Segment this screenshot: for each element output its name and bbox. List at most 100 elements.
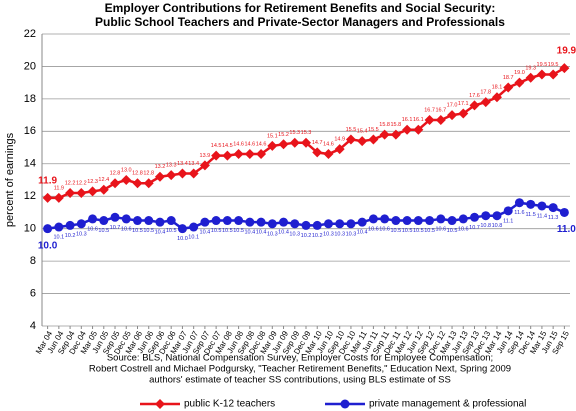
data-label: 13.4: [177, 161, 188, 167]
y-tick-label: 8: [30, 255, 36, 267]
data-label: 10.4: [357, 230, 368, 236]
marker: [211, 216, 221, 226]
source: Source: BLS, National Compensation Surve…: [107, 353, 493, 364]
data-label: 10.6: [458, 226, 469, 232]
data-label: 16.7: [424, 107, 435, 113]
marker: [42, 192, 53, 203]
data-label: 19.5: [548, 62, 559, 68]
data-label: 10.6: [87, 226, 98, 232]
data-label: 10.6: [368, 226, 379, 232]
data-label: 16.1: [402, 117, 413, 123]
data-label: 15.1: [267, 133, 278, 139]
marker: [436, 214, 446, 224]
marker: [435, 114, 446, 125]
marker: [458, 108, 469, 119]
marker: [503, 206, 513, 216]
data-label: 10.3: [76, 231, 87, 237]
marker: [244, 149, 255, 160]
marker: [199, 160, 210, 171]
data-label: 19.0: [514, 70, 525, 76]
data-label: 14.6: [233, 141, 244, 147]
data-label: 10.4: [155, 230, 166, 236]
marker: [98, 184, 109, 195]
data-label: 10.6: [379, 226, 390, 232]
data-label: 11.3: [548, 215, 558, 221]
data-label: 15.4: [357, 129, 368, 135]
marker: [211, 150, 222, 161]
marker: [323, 219, 333, 229]
data-label: 10.6: [435, 226, 446, 232]
data-label: 10.4: [256, 230, 267, 236]
y-tick-label: 20: [24, 60, 36, 72]
marker: [525, 72, 536, 83]
data-label: 13.3: [166, 163, 177, 169]
data-label: 10.3: [289, 231, 300, 237]
data-label: 19.3: [525, 65, 536, 71]
data-label: 13.4: [188, 161, 199, 167]
y-tick-label: 4: [30, 320, 36, 332]
source: authors' estimate of teacher SS contribu…: [149, 375, 451, 386]
marker: [256, 217, 266, 227]
data-label: 10.3: [334, 231, 345, 237]
data-label: 12.8: [132, 171, 143, 177]
data-label: 15.5: [368, 127, 379, 133]
marker: [177, 224, 187, 234]
marker: [290, 219, 300, 229]
data-label: 12.2: [65, 180, 76, 186]
data-label: 15.3: [289, 130, 300, 136]
data-label: 11.9: [38, 175, 57, 186]
marker: [301, 137, 311, 148]
marker: [222, 216, 232, 226]
marker: [425, 216, 435, 226]
marker: [323, 149, 334, 160]
data-label: 10.1: [53, 234, 64, 240]
marker: [447, 110, 458, 121]
marker: [245, 217, 255, 227]
data-label: 10.5: [211, 228, 222, 234]
marker: [368, 134, 379, 145]
marker: [289, 137, 300, 148]
data-label: 10.4: [278, 230, 289, 236]
data-label: 10.4: [244, 230, 255, 236]
y-tick-label: 18: [24, 93, 36, 105]
marker: [424, 114, 435, 125]
marker: [65, 220, 75, 230]
data-label: 11.4: [537, 213, 547, 219]
chart-title: Employer Contributions for Retirement Be…: [105, 1, 496, 15]
marker: [65, 187, 76, 198]
marker: [334, 144, 345, 155]
data-label: 10.1: [188, 234, 199, 240]
marker: [144, 216, 154, 226]
data-label: 12.8: [110, 171, 121, 177]
data-label: 17.6: [469, 93, 480, 99]
marker: [312, 147, 323, 158]
marker: [380, 214, 390, 224]
marker: [536, 69, 547, 80]
marker: [514, 198, 524, 208]
marker: [76, 219, 86, 229]
data-label: 14.6: [256, 141, 267, 147]
data-label: 10.8: [480, 223, 491, 229]
source: Robert Costrell and Michael Podgursky, "…: [89, 364, 511, 375]
marker: [143, 178, 154, 189]
marker: [166, 216, 176, 226]
data-label: 10.5: [391, 228, 402, 234]
data-label: 15.8: [391, 122, 402, 128]
data-label: 12.4: [98, 177, 109, 183]
data-label: 11.9: [54, 185, 64, 191]
data-label: 11.5: [526, 212, 536, 218]
marker: [402, 124, 413, 135]
data-label: 16.7: [435, 107, 446, 113]
marker: [526, 199, 536, 209]
marker: [413, 216, 423, 226]
data-label: 14.5: [211, 143, 222, 149]
data-label: 11.6: [514, 210, 524, 216]
marker: [110, 178, 121, 189]
legend-marker: [340, 399, 350, 409]
marker: [413, 124, 424, 135]
marker: [267, 140, 278, 151]
marker: [256, 149, 267, 160]
marker: [177, 168, 188, 179]
data-label: 17.8: [480, 90, 491, 96]
data-label: 15.5: [346, 127, 357, 133]
